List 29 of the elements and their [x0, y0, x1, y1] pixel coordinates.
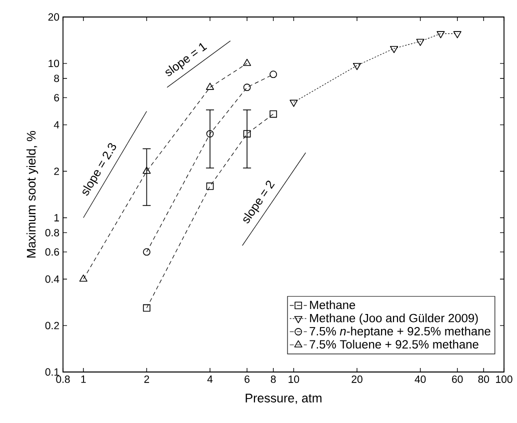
x-tick-label: 40: [414, 376, 426, 383]
x-tick-label: 8: [270, 376, 276, 383]
y-tick-label: 20: [48, 13, 60, 21]
y-tick-label: 6: [54, 94, 60, 102]
x-tick-label: 80: [478, 376, 490, 383]
x-tick-label: 60: [452, 376, 463, 383]
x-tick-label: 6: [244, 376, 250, 383]
x-tick-label: 4: [207, 376, 213, 383]
legend-label: Methane (Joo and Gülder 2009): [310, 314, 478, 325]
x-tick-label: 100: [496, 376, 512, 383]
x-tick-label: 2: [144, 376, 150, 383]
y-tick-label: 4: [54, 121, 60, 128]
y-tick-label: 0.6: [45, 248, 60, 256]
y-tick-label: 0.4: [45, 275, 60, 283]
y-tick-label: 10: [48, 60, 60, 68]
legend-label: 7.5% Toluene + 92.5% methane: [310, 340, 478, 349]
y-tick-label: 0.1: [45, 368, 59, 376]
x-tick-label: 20: [352, 376, 362, 383]
legend-label: Methane: [310, 300, 356, 310]
x-tick-label: 1: [81, 376, 86, 383]
legend-label: 7.5% n-heptane + 92.5% methane: [310, 326, 490, 338]
y-tick-label: 8: [54, 74, 60, 82]
y-tick-label: 2: [54, 168, 59, 175]
y-tick-label: 0.8: [45, 228, 60, 236]
y-axis-title: Maximum soot yield, %: [26, 130, 38, 258]
y-tick-label: 0.2: [45, 322, 59, 330]
y-tick-label: 1: [54, 214, 59, 222]
x-axis-title: Pressure, atm: [246, 394, 322, 404]
x-tick-label: 10: [288, 376, 300, 383]
